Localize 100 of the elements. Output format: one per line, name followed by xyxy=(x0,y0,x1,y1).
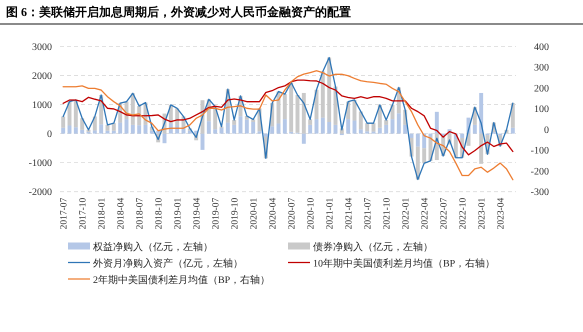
bar xyxy=(410,134,414,138)
bar xyxy=(118,122,122,134)
x-tick-label: 2021-10 xyxy=(382,197,392,230)
bar xyxy=(238,116,242,134)
bar xyxy=(308,119,312,125)
x-tick-label: 2019-10 xyxy=(230,197,240,230)
x-tick-label: 2021-04 xyxy=(344,197,354,230)
bar xyxy=(403,124,408,134)
x-tick-label: 2023-04 xyxy=(496,197,506,230)
bar xyxy=(346,119,350,134)
bar xyxy=(106,124,110,131)
bar xyxy=(416,134,420,147)
bar xyxy=(327,122,332,134)
x-tick-label: 2021-01 xyxy=(325,197,336,230)
bar xyxy=(302,134,306,144)
x-tick-label: 2019-01 xyxy=(173,197,184,230)
x-tick-label: 2017-07 xyxy=(59,197,70,230)
bar xyxy=(358,112,363,130)
bar xyxy=(112,123,116,131)
bar xyxy=(144,124,148,134)
x-tick-label: 2022-07 xyxy=(439,197,450,230)
bar xyxy=(314,119,318,134)
x-tick-label: 2019-07 xyxy=(211,197,222,230)
bar xyxy=(320,118,325,134)
bar xyxy=(358,129,363,134)
x-tick-label: 2018-04 xyxy=(116,197,126,230)
y-tick-label: 1000 xyxy=(32,100,52,112)
bar xyxy=(282,94,287,120)
bar xyxy=(472,124,477,134)
legend-label: 外资月净购入资产（亿元，左轴） xyxy=(93,257,243,270)
bar xyxy=(365,123,370,132)
bar xyxy=(428,134,432,137)
legend-label: 权益净购入（亿元，左轴） xyxy=(92,240,213,253)
x-tick-label: 2018-01 xyxy=(97,197,108,230)
bar xyxy=(308,124,312,134)
bar xyxy=(479,134,484,164)
bar xyxy=(264,134,268,137)
bar xyxy=(200,134,204,150)
bar xyxy=(390,119,394,134)
x-tick-label: 2017-10 xyxy=(78,197,88,230)
bar xyxy=(213,129,218,134)
legend-label: 债券净购入（亿元，左轴） xyxy=(313,240,433,253)
bar xyxy=(232,124,236,134)
x-tick-label: 2018-07 xyxy=(135,197,146,230)
y-tick-label: 3000 xyxy=(32,42,52,53)
bar xyxy=(99,124,104,134)
bar xyxy=(68,125,72,134)
bar xyxy=(352,100,356,121)
bar xyxy=(422,148,426,164)
line-series xyxy=(62,79,514,156)
y2-tick-label: -100 xyxy=(530,146,549,157)
x-tick-label: 2018-10 xyxy=(154,197,164,230)
bar xyxy=(352,120,356,134)
bar xyxy=(378,128,382,134)
bar xyxy=(251,122,256,134)
y2-tick-label: 0 xyxy=(544,124,549,136)
x-tick-label: 2022-01 xyxy=(401,197,412,230)
y2-tick-label: -200 xyxy=(530,166,549,178)
bar xyxy=(270,126,274,134)
bar xyxy=(296,94,300,133)
bar xyxy=(162,134,166,144)
bar xyxy=(320,71,325,118)
x-tick-label: 2020-10 xyxy=(306,197,316,230)
bar xyxy=(232,120,236,125)
bar xyxy=(434,112,439,134)
bar xyxy=(92,116,97,130)
chart-title: 图 6：美联储开启加息周期后，外资减少对人民币金融资产的配置 xyxy=(6,5,351,19)
bar xyxy=(226,122,230,134)
x-tick-label: 2019-04 xyxy=(192,197,202,230)
y-tick-label: -2000 xyxy=(28,187,52,198)
bar xyxy=(80,130,84,134)
bar xyxy=(68,102,72,126)
legend-label: 2年期中美国债利差月均值（BP，右轴） xyxy=(93,274,270,286)
bar xyxy=(422,134,426,148)
bar xyxy=(276,123,280,134)
bar xyxy=(61,128,66,134)
bar xyxy=(130,124,135,134)
bar xyxy=(302,92,306,134)
y2-tick-label: 100 xyxy=(534,104,549,116)
bar xyxy=(112,130,116,134)
y-tick-label: -1000 xyxy=(28,158,52,170)
x-tick-label: 2021-07 xyxy=(363,197,374,230)
bar xyxy=(244,120,249,134)
bar xyxy=(124,119,128,134)
bar xyxy=(61,116,66,128)
x-tick-label: 2022-10 xyxy=(458,197,468,230)
bar xyxy=(460,134,464,138)
x-tick-label: 2022-04 xyxy=(420,197,430,230)
y2-tick-label: 300 xyxy=(534,62,549,74)
bar xyxy=(282,119,287,134)
bar xyxy=(372,123,376,132)
bar xyxy=(74,127,78,134)
bar xyxy=(510,128,515,134)
bar xyxy=(137,125,142,134)
bar xyxy=(92,130,97,134)
bar xyxy=(150,130,154,134)
bar xyxy=(396,113,401,134)
bar xyxy=(251,119,256,122)
bar xyxy=(384,120,388,125)
y-tick-label: 2000 xyxy=(32,71,52,82)
